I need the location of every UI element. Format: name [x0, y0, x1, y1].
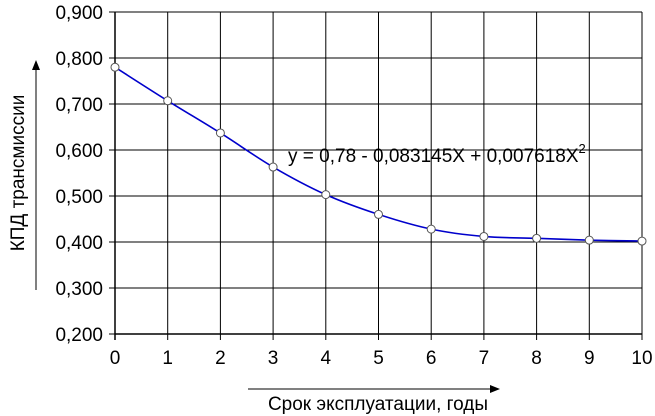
- axes: [109, 11, 643, 340]
- x-tick-label-0: 0: [110, 348, 121, 369]
- data-point-3: [268, 162, 278, 172]
- x-axis-title-group: Срок эксплуатации, годы: [248, 385, 500, 415]
- y-axis-title-group: КПД трансмиссии: [8, 60, 40, 290]
- x-tick-label-6: 6: [426, 348, 437, 369]
- trendline-equation: y = 0,78 - 0,083145X + 0,007618X2: [288, 141, 586, 167]
- y-tick-label-5: 0,700: [55, 95, 103, 116]
- x-tick-label-5: 5: [373, 348, 384, 369]
- data-point-8: [532, 233, 542, 243]
- y-tick-label-0: 0,200: [55, 325, 103, 346]
- data-point-7: [479, 231, 489, 241]
- y-tick-label-7: 0,900: [55, 3, 103, 24]
- data-point-9: [584, 235, 594, 245]
- x-tick-label-4: 4: [321, 348, 332, 369]
- x-tick-label-1: 1: [162, 348, 173, 369]
- x-tick-label-7: 7: [479, 348, 490, 369]
- x-tick-label-3: 3: [268, 348, 279, 369]
- data-point-2: [215, 128, 225, 138]
- tick-labels: 0 1 2 3 4 5 6 7 8 9 10 0,200 0,300 0,400 0,500 0,600 0,7…: [55, 3, 652, 369]
- y-tick-label-3: 0,500: [55, 187, 103, 208]
- y-tick-label-1: 0,300: [55, 279, 103, 300]
- y-tick-label-6: 0,800: [55, 49, 103, 70]
- equation-superscript: 2: [579, 141, 586, 156]
- data-point-6: [426, 224, 436, 234]
- data-point-1: [163, 96, 173, 106]
- y-tick-label-4: 0,600: [55, 141, 103, 162]
- x-tick-label-10: 10: [631, 348, 652, 369]
- x-tick-label-9: 9: [584, 348, 595, 369]
- x-axis-title-arrow-head: [490, 385, 500, 393]
- data-point-10: [637, 236, 647, 246]
- data-point-5: [374, 209, 383, 219]
- data-point-0: [110, 62, 120, 72]
- y-axis-title-arrow-head: [32, 60, 40, 70]
- gridlines: [115, 11, 643, 334]
- x-axis-title: Срок эксплуатации, годы: [268, 394, 488, 415]
- x-tick-label-8: 8: [531, 348, 542, 369]
- data-series: [110, 62, 647, 246]
- y-tick-label-2: 0,400: [55, 233, 103, 254]
- x-tick-label-2: 2: [215, 348, 226, 369]
- data-point-4: [321, 190, 331, 200]
- y-axis-title: КПД трансмиссии: [8, 95, 29, 252]
